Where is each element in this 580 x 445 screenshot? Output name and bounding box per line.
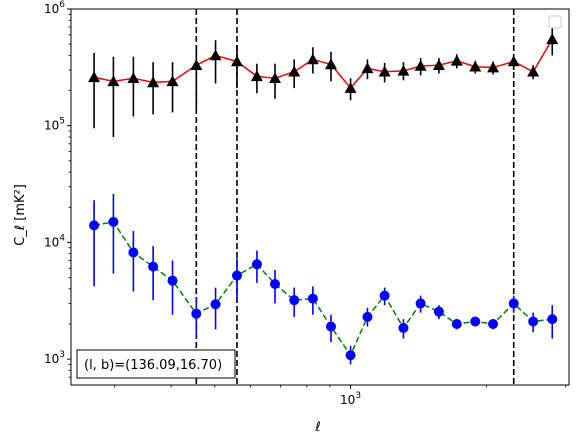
series-circles-point (345, 350, 356, 361)
series-triangles-point (361, 62, 374, 74)
series-triangles-point (230, 55, 243, 67)
x-axis-label: ℓ (314, 420, 320, 435)
series-triangles-point (414, 59, 427, 71)
series-circles-point (231, 270, 242, 281)
plot-area (88, 9, 559, 385)
series-circles-point (547, 314, 558, 325)
series-circles-point (488, 318, 499, 329)
series-triangles-point (432, 59, 445, 70)
series-circles-point (210, 299, 221, 310)
series-circles-point (326, 321, 337, 332)
legend-frame (548, 15, 562, 29)
series-circles-point (528, 316, 539, 327)
series-circles-point (362, 311, 373, 322)
annotation-box (76, 349, 236, 379)
y-tick-label: 105 (44, 117, 65, 133)
series-circles-point (108, 216, 119, 227)
annotation-text: (l, b)=(136.09,16.70) (84, 358, 222, 373)
series-triangles-point (469, 60, 482, 72)
series-circles-point (508, 298, 519, 309)
series-circles-point (128, 247, 139, 258)
series-triangles-point (378, 65, 391, 77)
legend (548, 15, 562, 29)
series-circles-point (167, 275, 178, 286)
series-circles-point (148, 261, 159, 272)
series-triangles-point (450, 54, 463, 66)
series-circles-point (89, 220, 100, 231)
series-circles-point (270, 279, 281, 290)
series-circles-point (415, 298, 426, 309)
series-triangles-point (209, 49, 222, 61)
series-triangles-point (397, 64, 410, 76)
series-triangles-point (507, 55, 520, 67)
series-triangles-point (546, 33, 559, 45)
series-triangles-point (127, 72, 140, 84)
series-triangles-point (190, 59, 203, 70)
series-triangles-point (306, 53, 319, 65)
axes-frame (70, 8, 570, 386)
y-axis-label: C_ℓ [mK²] (13, 184, 28, 246)
series-circles-point (470, 316, 481, 327)
series-circles-point (379, 290, 390, 301)
series-triangles-point (325, 58, 338, 70)
series-triangles-point (250, 70, 263, 82)
series-circles-point (251, 259, 262, 270)
series-triangles-point (147, 76, 160, 88)
series-circles-point (191, 308, 202, 319)
series-triangles-point (88, 71, 101, 83)
series-triangles-line (93, 38, 553, 90)
series-triangles-point (288, 65, 301, 77)
series-circles-point (398, 322, 409, 333)
series-circles-point (289, 295, 300, 306)
series-circles-point (307, 293, 318, 304)
series-triangles-point (107, 75, 120, 87)
series-triangles-point (344, 82, 357, 93)
x-tick-label: 103 (340, 391, 361, 407)
series-triangles-point (166, 75, 179, 87)
y-tick-label: 104 (44, 233, 65, 249)
series-circles-point (451, 318, 462, 329)
coordinate-annotation: (l, b)=(136.09,16.70) (76, 349, 236, 379)
series-triangles-point (487, 61, 500, 73)
series-circles-point (433, 306, 444, 317)
y-tick-label: 103 (44, 350, 65, 366)
y-tick-label: 106 (44, 0, 65, 16)
axis-ticks: 103 104 105 106 103 (44, 0, 567, 407)
series-circles-line (93, 221, 553, 357)
series-triangles-point (269, 72, 282, 84)
series-triangles-point (527, 65, 540, 77)
